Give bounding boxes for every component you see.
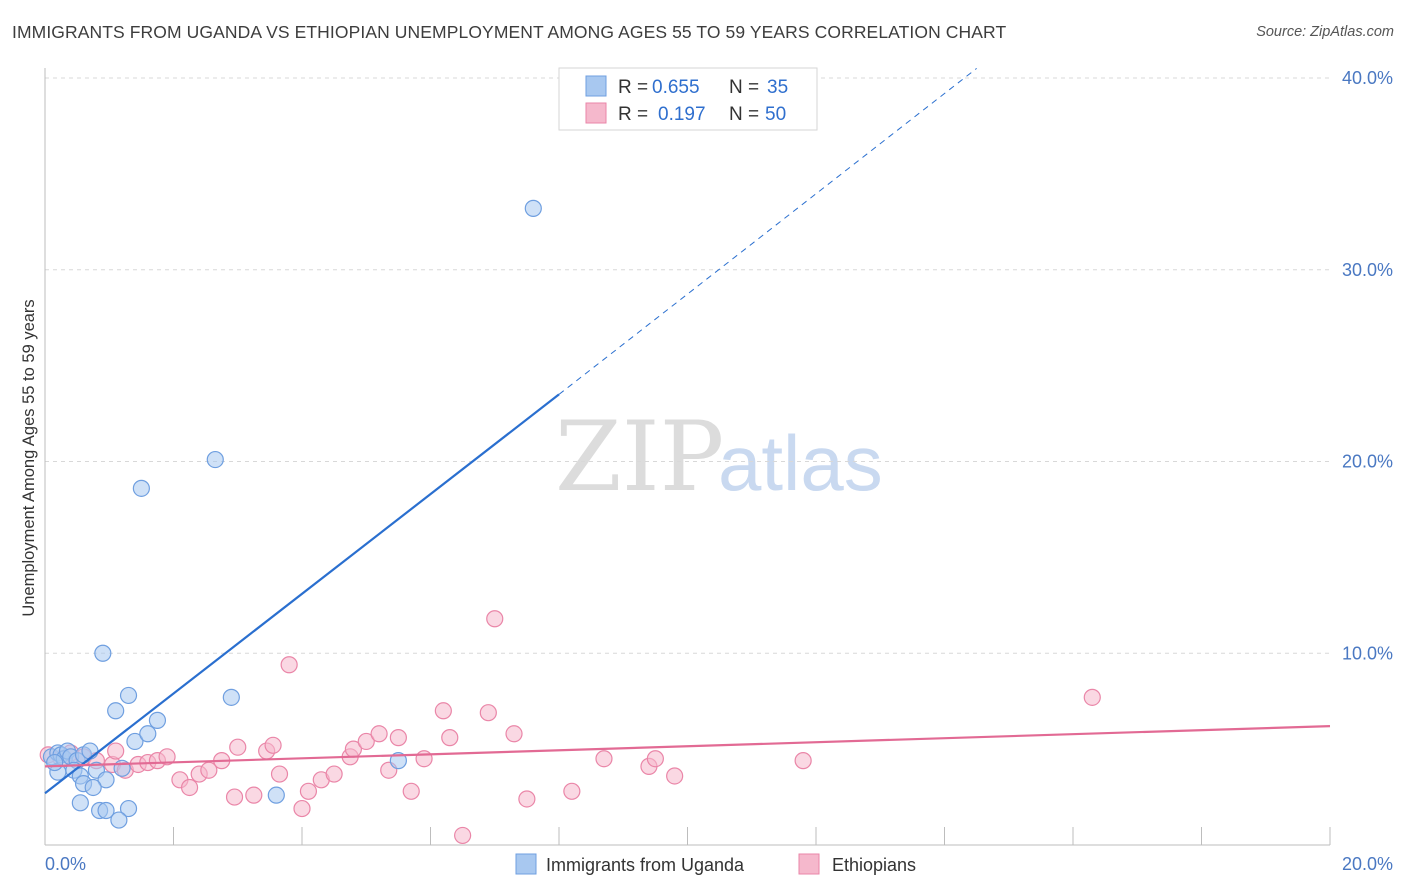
legend-ethiopians-swatch xyxy=(798,853,820,875)
ethiopians-point xyxy=(595,750,613,768)
uganda-points xyxy=(42,199,542,829)
ethiopians-points xyxy=(39,610,1101,845)
x-tick-label-max: 20.0% xyxy=(1342,854,1393,874)
ethiopians-point xyxy=(180,778,199,797)
legend-blue-swatch xyxy=(585,75,607,97)
ethiopians-point xyxy=(486,610,504,628)
ethiopians-point xyxy=(370,725,388,743)
series-legend: Immigrants from Uganda Ethiopians xyxy=(515,853,916,875)
uganda-point xyxy=(389,752,407,770)
chart-title: IMMIGRANTS FROM UGANDA VS ETHIOPIAN UNEM… xyxy=(12,22,1007,42)
uganda-point xyxy=(148,711,167,729)
uganda-point xyxy=(97,801,115,820)
uganda-point xyxy=(81,742,99,760)
legend-blue-r-value: 0.655 xyxy=(652,77,700,98)
ethiopians-trend-line xyxy=(44,725,1331,768)
ethiopians-point xyxy=(229,738,247,756)
ethiopians-point xyxy=(1083,688,1101,706)
uganda-point xyxy=(119,686,138,705)
uganda-point xyxy=(206,450,224,469)
watermark-zip: ZIP xyxy=(555,401,724,513)
ethiopians-point xyxy=(402,782,420,800)
uganda-point xyxy=(94,644,112,662)
ethiopians-point xyxy=(415,750,433,768)
legend-pink-n-value: 50 xyxy=(765,104,786,125)
uganda-point xyxy=(97,771,115,789)
ethiopians-point xyxy=(325,765,343,783)
trend-lines xyxy=(44,68,1331,795)
ethiopians-point xyxy=(518,790,536,808)
uganda-point xyxy=(132,479,150,497)
legend-blue-n-value: 35 xyxy=(767,77,788,98)
ethiopians-point xyxy=(794,752,812,770)
uganda-trend-line xyxy=(44,393,560,795)
ethiopians-point xyxy=(280,656,298,674)
tick-labels: 10.0% 20.0% 30.0% 40.0% 0.0% 20.0% xyxy=(45,68,1393,874)
y-tick-label: 20.0% xyxy=(1342,452,1393,472)
y-tick-label: 10.0% xyxy=(1342,643,1393,663)
uganda-point xyxy=(524,199,542,217)
ethiopians-point xyxy=(563,782,581,800)
y-axis-label: Unemployment Among Ages 55 to 59 years xyxy=(20,299,38,616)
legend-blue-n-label: N = xyxy=(729,77,759,98)
x-tick-label-min: 0.0% xyxy=(45,854,86,874)
ethiopians-point xyxy=(434,702,452,720)
y-tick-label: 30.0% xyxy=(1342,260,1393,280)
legend-pink-r-label: R = xyxy=(618,104,648,125)
uganda-point xyxy=(126,732,144,751)
source-label: Source: ZipAtlas.com xyxy=(1256,24,1394,40)
uganda-point xyxy=(267,786,285,804)
ethiopians-point xyxy=(666,767,684,785)
ethiopians-point xyxy=(357,732,375,751)
y-tick-label: 40.0% xyxy=(1342,68,1393,88)
ethiopians-point xyxy=(454,826,472,845)
uganda-point xyxy=(46,753,64,772)
legend-uganda-label: Immigrants from Uganda xyxy=(546,855,745,875)
ethiopians-point xyxy=(646,750,664,768)
legend-blue-r-label: R = xyxy=(618,77,648,98)
grid-lines xyxy=(45,77,1330,654)
legend-uganda-swatch xyxy=(515,853,537,875)
ethiopians-point xyxy=(479,704,497,722)
ethiopians-point xyxy=(389,729,407,747)
legend-pink-n-label: N = xyxy=(729,104,759,125)
uganda-trend-extension xyxy=(558,68,977,395)
ethiopians-point xyxy=(441,729,459,747)
ethiopians-point xyxy=(293,799,311,818)
uganda-point xyxy=(222,688,240,706)
uganda-point xyxy=(110,811,128,829)
uganda-point xyxy=(84,778,102,797)
uganda-point xyxy=(139,725,157,743)
legend-ethiopians-label: Ethiopians xyxy=(832,855,916,875)
ethiopians-point xyxy=(245,786,263,804)
ethiopians-point xyxy=(270,765,289,783)
ethiopians-point xyxy=(107,742,125,760)
ethiopians-point xyxy=(158,748,176,766)
uganda-point xyxy=(107,702,125,720)
correlation-legend: R = 0.655 N = 35 R = 0.197 N = 50 xyxy=(558,67,818,131)
ethiopians-point xyxy=(225,788,244,806)
ethiopians-point xyxy=(264,736,282,754)
ethiopians-point xyxy=(505,725,523,743)
uganda-point xyxy=(71,794,89,812)
legend-pink-r-value: 0.197 xyxy=(658,104,706,125)
ethiopians-point xyxy=(299,782,318,800)
uganda-point xyxy=(119,799,138,818)
watermark-atlas: atlas xyxy=(718,419,883,507)
legend-pink-swatch xyxy=(585,102,607,124)
axes xyxy=(44,68,1331,846)
